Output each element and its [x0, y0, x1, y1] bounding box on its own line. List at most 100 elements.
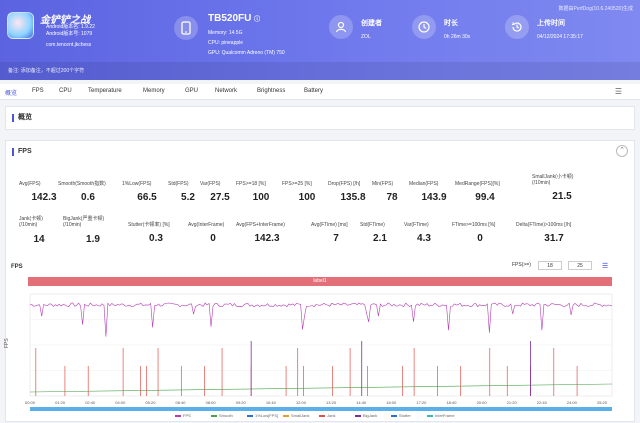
app-icon: [7, 12, 34, 39]
tab-fps[interactable]: FPS: [32, 88, 44, 94]
legend-item[interactable]: Jank: [319, 413, 335, 418]
legend-item[interactable]: 1%Low[FPS]: [247, 413, 278, 418]
fps-filter-label: FPS(>=): [512, 262, 531, 268]
creator-label: 创建者: [361, 20, 382, 27]
app-name: 金铲铲之战: [40, 15, 90, 26]
app-version-code: Android版本号: 1079: [46, 31, 93, 37]
tab-temperature[interactable]: Temperature: [88, 88, 122, 94]
app-package: com.tencent.jkchess: [46, 42, 92, 48]
legend-item[interactable]: Smooth: [211, 413, 233, 418]
menu-icon[interactable]: ☰: [614, 87, 622, 96]
x-tick-label: 06:40: [176, 400, 187, 405]
legend-item[interactable]: BigJank: [355, 413, 377, 418]
fps-panel-title: FPS: [12, 148, 32, 156]
app-meta: Android版本名: 1.9.22 Android版本号: 1079: [46, 24, 95, 38]
stat-median-fps: Median(FPS) 143.9: [409, 181, 447, 203]
history-icon: [505, 15, 529, 39]
legend-item[interactable]: Stutter: [391, 413, 411, 418]
legend-swatch: [355, 414, 361, 417]
stat-avg-fps: Avg(FPS) 142.3: [19, 181, 57, 203]
tab-cpu[interactable]: CPU: [59, 88, 72, 94]
user-icon: [329, 15, 353, 39]
stat-var-fps: Var(FPS) 27.5: [200, 181, 230, 203]
legend-label: Stutter: [399, 413, 411, 418]
x-tick-label: 04:00: [115, 400, 126, 405]
phone-icon: [174, 16, 198, 40]
stat-ftime-ge100: FTime>=100ms [%] 0: [452, 222, 496, 244]
x-tick-label: 14:40: [356, 400, 367, 405]
tab-brightness[interactable]: Brightness: [257, 88, 286, 94]
chart-title: FPS: [11, 264, 23, 270]
x-tick-label: 08:00: [206, 400, 217, 405]
x-tick-label: 13:20: [326, 400, 337, 405]
x-tick-label: 21:20: [507, 400, 518, 405]
x-tick-label: 22:40: [537, 400, 548, 405]
legend-label: FPS: [183, 413, 191, 418]
stat-min-fps: Min(FPS) 78: [372, 181, 398, 203]
x-tick-label: 25:20: [597, 400, 608, 405]
x-tick-label: 17:20: [416, 400, 427, 405]
fps-filter-input-a[interactable]: 18: [538, 261, 562, 270]
stat-avg-fps-interframe: Avg(FPS+InterFrame) 142.3: [236, 222, 285, 244]
legend-swatch: [319, 414, 325, 417]
x-tick-label: 09:20: [236, 400, 247, 405]
x-tick-label: 18:40: [446, 400, 457, 405]
legend-swatch: [427, 414, 433, 417]
stat-var-ftime: Var(FTime) 4.3: [404, 222, 431, 244]
stat-fps-ge25: FPS>=25 [%] 100: [282, 181, 316, 203]
collapse-icon[interactable]: ⌃: [616, 145, 628, 157]
chart-menu-icon[interactable]: ☰: [602, 263, 609, 270]
tab-overview[interactable]: 概览: [5, 91, 18, 97]
y-axis-label: FPS: [4, 338, 10, 348]
overview-panel: 概览: [5, 106, 635, 130]
fps-series-line: [29, 302, 613, 337]
stat-medrange: MedRange(FPS)[%] 99.4: [455, 181, 500, 203]
stat-smalljank: SmallJank(小卡顿) (/10min) 21.5: [532, 174, 574, 202]
stat-avg-ftime: Avg(FTime) [ms] 7: [311, 222, 348, 244]
legend-label: BigJank: [363, 413, 378, 418]
clock-icon: [412, 15, 436, 39]
note-field[interactable]: 备注: 添加备注，不超过200个字符: [0, 62, 640, 80]
x-tick-label: 01:20: [55, 400, 66, 405]
tab-network[interactable]: Network: [215, 88, 238, 94]
stat-avg-interframe: Avg(InterFrame) 0: [188, 222, 225, 244]
stat-bigjank: BigJank(严重卡顿) (/10min) 1.9: [63, 216, 105, 245]
device-gpu: GPU: Qualcomm Adreno (TM) 750: [208, 50, 285, 56]
device-memory: Memory: 14.5G: [208, 30, 243, 36]
x-tick-label: 10:40: [266, 400, 277, 405]
stat-std-ftime: Std(FTime) 2.1: [360, 222, 387, 244]
stat-fps-ge18: FPS>=18 [%] 100: [236, 181, 270, 203]
tab-bar: 概览 FPS CPU Temperature Memory GPU Networ…: [0, 84, 640, 100]
legend-swatch: [175, 414, 181, 417]
x-tick-label: 02:40: [85, 400, 96, 405]
legend-label: SmallJank: [291, 413, 310, 418]
x-tick-label: 05:20: [145, 400, 156, 405]
tab-gpu[interactable]: GPU: [185, 88, 199, 94]
legend-label: Smooth: [219, 413, 233, 418]
tab-memory[interactable]: Memory: [143, 88, 165, 94]
duration-value: 0h 26m 30s: [444, 34, 471, 40]
info-icon: ⓘ: [254, 17, 261, 23]
creator-value: ZOL: [361, 34, 371, 40]
fps-filter-input-b[interactable]: 25: [568, 261, 592, 270]
chart-legend: FPS Smooth 1%Low[FPS] SmallJank Jank BigJank S…: [0, 412, 640, 420]
legend-item[interactable]: FPS: [175, 413, 191, 418]
stat-std-fps: Std(FPS) 5.2: [168, 181, 195, 203]
legend-swatch: [247, 414, 253, 417]
label-bar[interactable]: label1: [28, 277, 612, 286]
overview-title: 概览: [12, 114, 32, 122]
app-version-name: Android版本名: 1.9.22: [46, 24, 95, 30]
legend-item[interactable]: SmallJank: [283, 413, 309, 418]
stat-drop-fps: Drop(FPS) [/h] 135.8: [328, 181, 366, 203]
device-cpu: CPU: pineapple: [208, 40, 244, 46]
legend-label: Jank: [327, 413, 336, 418]
upload-label: 上传时间: [537, 20, 565, 27]
smooth-series-line: [29, 383, 613, 393]
legend-item[interactable]: InterFrame: [427, 413, 455, 418]
legend-swatch: [391, 414, 397, 417]
fps-chart: FPS 00:00 01:20 02:40 04:00 05:20 06:40 08:00 09…: [4, 293, 613, 411]
tab-battery[interactable]: Battery: [304, 88, 324, 94]
legend-swatch: [283, 414, 289, 417]
legend-swatch: [211, 414, 217, 417]
version-text: 数据由PerfDog(10.6.240520)生成: [558, 6, 633, 12]
